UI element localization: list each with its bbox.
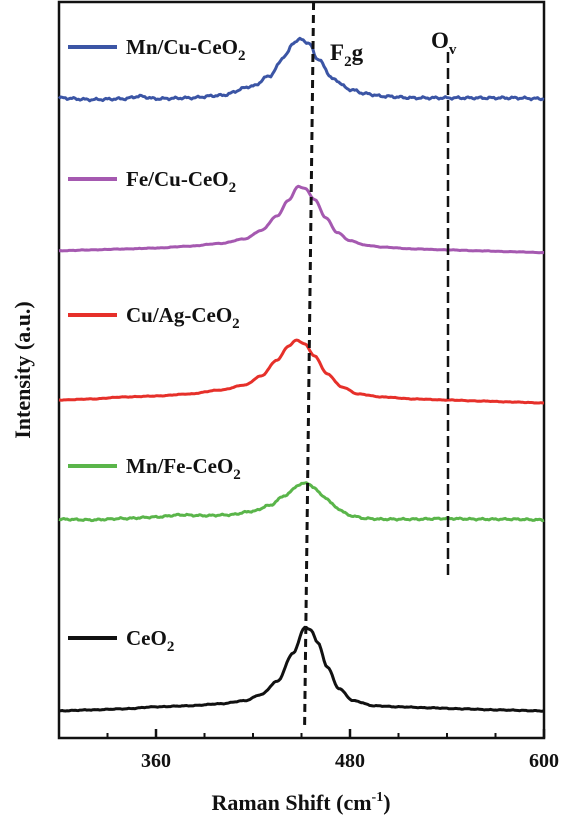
series-line-mncu xyxy=(57,36,545,103)
legend-label-cuag: Cu/Ag-CeO2 xyxy=(126,303,240,332)
annotation-f2g: F2g xyxy=(330,40,364,70)
series-line-mnfe xyxy=(58,481,545,523)
series-line-ceo2 xyxy=(59,625,545,713)
x-axis-title: Raman Shift (cm-1) xyxy=(211,790,390,815)
x-tick-label: 360 xyxy=(141,750,171,772)
legend-label-mncu: Mn/Cu-CeO2 xyxy=(126,35,246,64)
x-tick-label: 480 xyxy=(335,750,365,772)
legend: Mn/Cu-CeO2 Fe/Cu-CeO2 Cu/Ag-CeO2 Mn/Fe-CeO2… xyxy=(68,35,246,655)
legend-label-mnfe: Mn/Fe-CeO2 xyxy=(126,454,241,483)
series-line-cuag xyxy=(58,338,545,405)
reference-lines: F2g Ov xyxy=(303,1,457,729)
x-axis-ticks: 360 480 600 xyxy=(106,729,559,772)
legend-label-ceo2: CeO2 xyxy=(126,626,174,655)
series-layer xyxy=(57,36,545,713)
f2g-reference-line xyxy=(303,1,316,729)
legend-label-fecu: Fe/Cu-CeO2 xyxy=(126,167,236,196)
series-line-fecu xyxy=(58,184,545,255)
y-axis-title: Intensity (a.u.) xyxy=(10,301,35,439)
annotation-ov: Ov xyxy=(431,28,457,58)
x-tick-label: 600 xyxy=(529,750,559,772)
